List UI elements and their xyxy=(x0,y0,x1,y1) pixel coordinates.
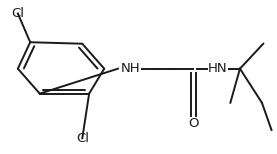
Text: Cl: Cl xyxy=(76,132,89,145)
Text: Cl: Cl xyxy=(11,7,24,20)
Text: O: O xyxy=(188,117,199,130)
Text: HN: HN xyxy=(208,62,228,75)
Text: NH: NH xyxy=(120,62,140,75)
